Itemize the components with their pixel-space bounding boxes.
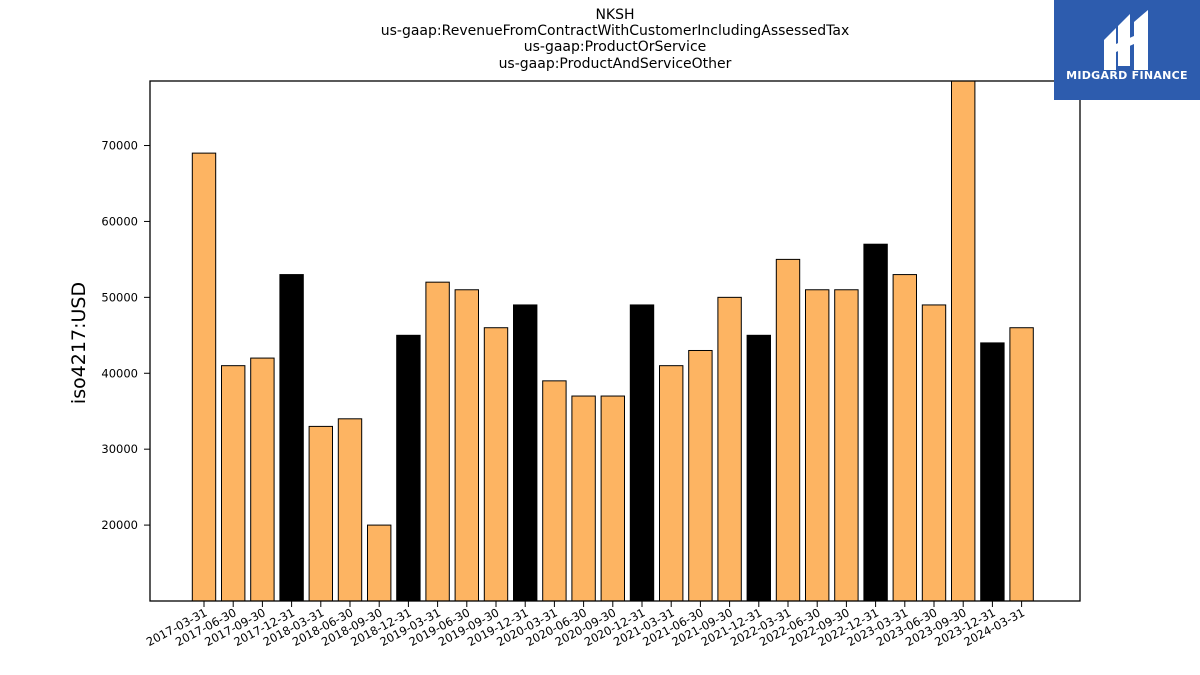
- logo-mark-icon: [1104, 10, 1148, 70]
- bar: [367, 524, 392, 601]
- chart-title-line-4: us-gaap:ProductAndServiceOther: [498, 56, 732, 72]
- bar: [717, 296, 742, 601]
- bar: [688, 349, 713, 601]
- y-tick-label: 70000: [101, 139, 138, 153]
- bar: [191, 152, 217, 601]
- bar: [425, 281, 450, 601]
- bar: [396, 334, 421, 601]
- y-tick-label: 50000: [101, 290, 138, 304]
- plot-frame: [149, 80, 1081, 602]
- bar: [805, 289, 830, 601]
- bar: [951, 81, 976, 601]
- bar: [542, 380, 567, 601]
- bar: [629, 304, 655, 601]
- bar: [600, 395, 625, 601]
- bar: [221, 365, 246, 601]
- bar: [921, 304, 947, 601]
- chart-title-line-2: us-gaap:RevenueFromContractWithCustomerI…: [380, 23, 850, 39]
- chart-title-line-1: NKSH: [595, 7, 635, 23]
- y-tick-label: 20000: [101, 518, 138, 532]
- y-tick-label: 40000: [101, 366, 138, 380]
- chart-title-line-3: us-gaap:ProductOrService: [523, 39, 707, 55]
- bar: [659, 365, 684, 601]
- bar: [863, 243, 888, 601]
- bar: [980, 342, 1005, 601]
- bar: [308, 425, 334, 601]
- bar: [1009, 327, 1034, 601]
- bar: [250, 357, 275, 601]
- bar: [337, 418, 363, 601]
- bar: [775, 258, 801, 601]
- brand-logo: MIDGARD FINANCE: [1054, 0, 1200, 100]
- y-tick-label: 30000: [101, 442, 138, 456]
- bar: [834, 289, 859, 601]
- bar: [483, 327, 509, 601]
- y-tick-label: 60000: [101, 214, 138, 228]
- bar: [892, 274, 917, 601]
- bar: [746, 334, 771, 601]
- bar: [454, 289, 480, 601]
- logo-text: MIDGARD FINANCE: [1066, 69, 1188, 82]
- bar: [513, 304, 538, 601]
- bar: [571, 395, 596, 601]
- bar: [279, 274, 304, 601]
- bars-group: [191, 81, 1034, 601]
